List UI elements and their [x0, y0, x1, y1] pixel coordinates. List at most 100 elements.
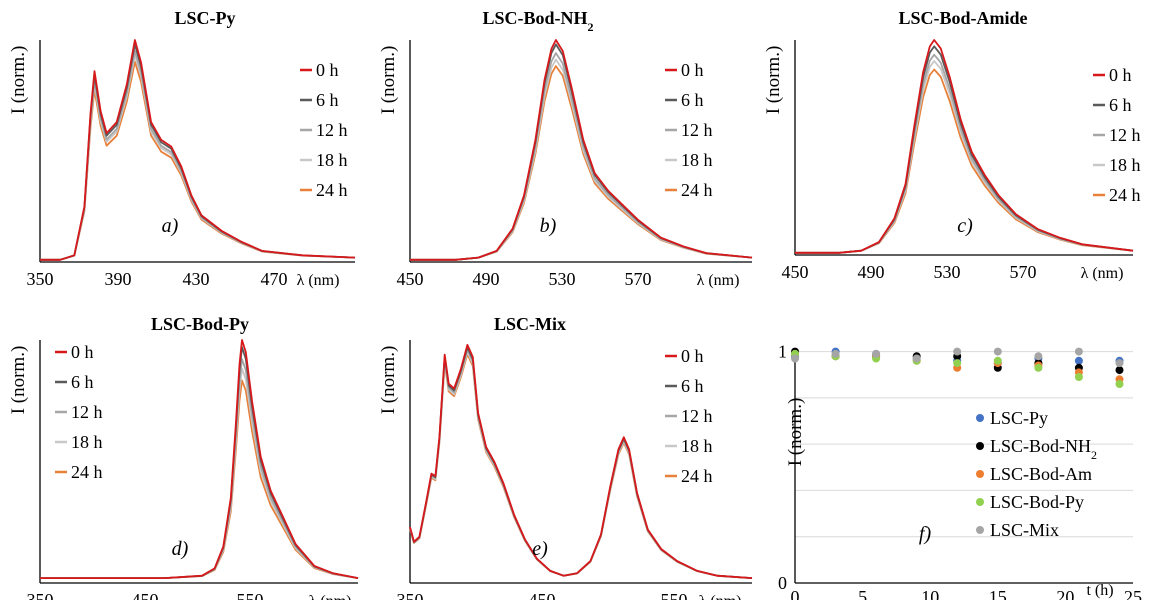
legend-label: 12 h	[1109, 125, 1141, 145]
panel-f: 0 5 10 15 20 25 0 1 t (h) I (norm.) LSC-Py LSC-Bod-…	[778, 342, 1142, 600]
chart-title: LSC-Bod-Py	[151, 314, 249, 334]
x-tick-label: 450	[132, 590, 159, 600]
legend-label: LSC-Mix	[990, 520, 1059, 540]
data-point	[1034, 363, 1043, 372]
chart-title-text: LSC-Bod-Py	[151, 314, 249, 334]
legend-label: 18 h	[681, 436, 713, 456]
legend-label: 18 h	[681, 150, 713, 170]
legend-label-text: LSC-Bod-Am	[990, 464, 1092, 484]
panel-letter: a)	[162, 215, 179, 237]
panel-d: LSC-Bod-Py I (norm.) 350 450 550 λ (nm) 0 h 6 h…	[8, 314, 359, 600]
legend-label-text: LSC-Bod-NH	[990, 436, 1091, 456]
chart-title-text: LSC-Bod-Amide	[898, 8, 1027, 28]
x-tick-label: 390	[105, 269, 132, 289]
legend-label: 24 h	[71, 462, 103, 482]
legend-label: 24 h	[681, 466, 713, 486]
y-axis-label: I (norm.)	[785, 398, 806, 467]
x-tick-label: 550	[237, 590, 264, 600]
legend-label: 18 h	[316, 150, 348, 170]
x-tick-label: 350	[27, 590, 54, 600]
x-axis-label: t (h)	[1086, 582, 1113, 599]
y-axis-label: I (norm.)	[378, 46, 399, 115]
chart-title-text: LSC-Py	[174, 8, 235, 28]
x-axis-label: λ (nm)	[699, 593, 742, 600]
legend-label: 12 h	[681, 406, 713, 426]
y-axis-label: I (norm.)	[763, 46, 784, 115]
legend-swatch	[976, 498, 984, 506]
x-tick-label: 470	[261, 269, 288, 289]
legend-swatch	[976, 414, 984, 422]
data-point	[1074, 356, 1083, 365]
data-point	[953, 347, 962, 356]
chart-title-subscript: 2	[588, 20, 594, 34]
legend-label: 0 h	[316, 60, 339, 80]
panel-letter: e)	[532, 538, 548, 560]
y-tick-label: 0	[778, 573, 787, 593]
legend-label-text: LSC-Bod-Py	[990, 492, 1084, 512]
legend-swatch	[976, 442, 984, 450]
x-tick-label: 350	[397, 590, 424, 600]
x-tick-label: 15	[989, 587, 1007, 600]
legend-label: 24 h	[316, 180, 348, 200]
data-point	[1115, 366, 1124, 375]
panel-a: LSC-Py I (norm.) 350 390 430 470 λ (nm) 0 h 6 h 1…	[8, 8, 356, 289]
x-tick-label: 20	[1056, 587, 1074, 600]
y-axis-label: I (norm.)	[8, 346, 29, 415]
x-tick-label: 0	[791, 587, 800, 600]
legend-label: 12 h	[71, 402, 103, 422]
x-tick-label: 5	[858, 587, 867, 600]
data-point	[1115, 359, 1124, 368]
legend-label: 6 h	[1109, 95, 1132, 115]
x-tick-label: 530	[549, 269, 576, 289]
data-point	[1074, 373, 1083, 381]
legend-label-subscript: 2	[1091, 448, 1097, 462]
series-line	[409, 343, 753, 579]
chart-title-text: LSC-Bod-NH	[482, 8, 587, 28]
legend-label-text: LSC-Py	[990, 408, 1048, 428]
x-tick-label: 350	[27, 269, 54, 289]
legend-label: 18 h	[1109, 155, 1141, 175]
data-point	[993, 347, 1002, 356]
x-axis-label: λ (nm)	[1081, 265, 1124, 282]
series-line	[410, 39, 753, 261]
x-axis-label: λ (nm)	[309, 593, 352, 600]
series-line	[40, 39, 356, 261]
legend-swatch	[976, 470, 984, 478]
data-point	[993, 356, 1002, 365]
chart-title: LSC-Py	[174, 8, 235, 28]
x-tick-label: 430	[183, 269, 210, 289]
x-tick-label: 450	[782, 262, 809, 282]
x-tick-label: 490	[858, 262, 885, 282]
data-point	[791, 354, 799, 363]
x-tick-label: 570	[625, 269, 652, 289]
panel-b: LSC-Bod-NH2 I (norm.) 450 490 530 570 λ (nm) 0 …	[378, 8, 753, 289]
legend-label: 0 h	[71, 342, 94, 362]
legend-label-text: LSC-Mix	[990, 520, 1059, 540]
legend-label: 24 h	[681, 180, 713, 200]
legend-label: 24 h	[1109, 185, 1141, 205]
panel-letter: c)	[957, 215, 973, 237]
x-tick-label: 550	[661, 590, 688, 600]
legend-swatch	[976, 526, 984, 534]
x-axis-label: λ (nm)	[697, 272, 740, 289]
x-axis-label: λ (nm)	[297, 272, 340, 289]
chart-title-text: LSC-Mix	[494, 314, 566, 334]
x-tick-label: 570	[1010, 262, 1037, 282]
y-axis-label: I (norm.)	[378, 346, 399, 415]
data-point	[953, 359, 962, 368]
legend-label: 6 h	[316, 90, 339, 110]
x-tick-label: 10	[921, 587, 939, 600]
legend-label: 6 h	[681, 376, 704, 396]
legend-label: 0 h	[681, 346, 704, 366]
legend-label: 12 h	[681, 120, 713, 140]
panel-letter: b)	[540, 215, 557, 237]
panel-e: LSC-Mix I (norm.) 350 450 550 λ (nm) 0 h 6 h 12 …	[378, 314, 753, 600]
legend-label: LSC-Bod-Am	[990, 464, 1092, 484]
chart-title: LSC-Bod-Amide	[898, 8, 1027, 28]
series-line	[40, 339, 359, 579]
y-tick-label: 1	[778, 342, 787, 362]
x-tick-label: 25	[1124, 587, 1142, 600]
legend-label: LSC-Py	[990, 408, 1048, 428]
x-tick-label: 530	[934, 262, 961, 282]
